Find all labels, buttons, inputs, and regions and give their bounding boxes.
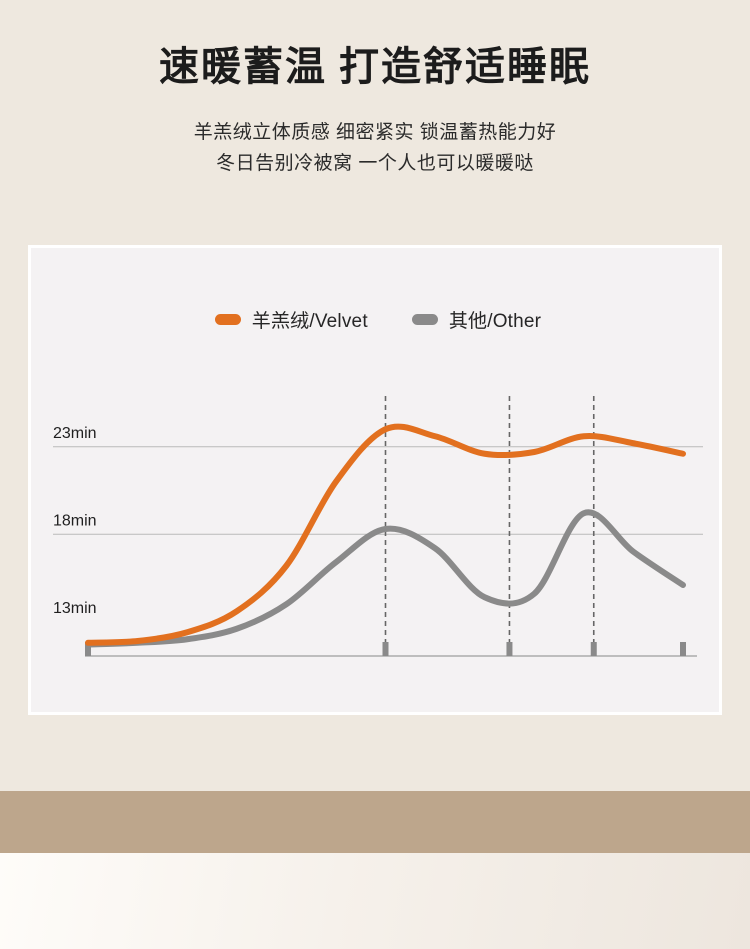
series-line-velvet (85, 423, 686, 646)
legend-swatch-velvet (214, 314, 241, 325)
legend-item-velvet: 羊羔绒/Velvet (214, 306, 368, 333)
y-axis-label-13: 13min (53, 600, 97, 617)
page-title: 速暖蓄温 打造舒适睡眠 (159, 44, 591, 89)
legend-label-other: 其他/Other (448, 311, 542, 332)
x-axis (85, 642, 697, 657)
y-axis-label-18: 18min (53, 512, 97, 529)
subtitle-line-1: 羊羔绒立体质感 细密紧实 锁温蓄热能力好 (193, 122, 557, 143)
chart-panel: 羊羔绒/Velvet 其他/Other 23min 18min 13min (28, 245, 722, 715)
subtitle-line-2: 冬日告别冷被窝 一个人也可以暖暖哒 (216, 153, 534, 175)
series-line-other (85, 509, 686, 648)
bottom-gradient-band (0, 853, 750, 949)
dashed-markers (384, 396, 595, 650)
legend-swatch-other (411, 314, 438, 325)
y-axis-label-23: 23min (53, 425, 97, 442)
chart-legend: 羊羔绒/Velvet 其他/Other (31, 306, 725, 333)
y-axis-labels: 23min 18min 13min (53, 425, 97, 617)
legend-item-other: 其他/Other (411, 306, 542, 333)
header-block: 速暖蓄温 打造舒适睡眠 羊羔绒立体质感 细密紧实 锁温蓄热能力好 冬日告别冷被窝… (0, 0, 750, 179)
line-chart: 23min 18min 13min (53, 396, 703, 657)
tan-divider-band (0, 791, 750, 853)
legend-label-velvet: 羊羔绒/Velvet (251, 311, 368, 332)
series-lines (85, 423, 686, 648)
